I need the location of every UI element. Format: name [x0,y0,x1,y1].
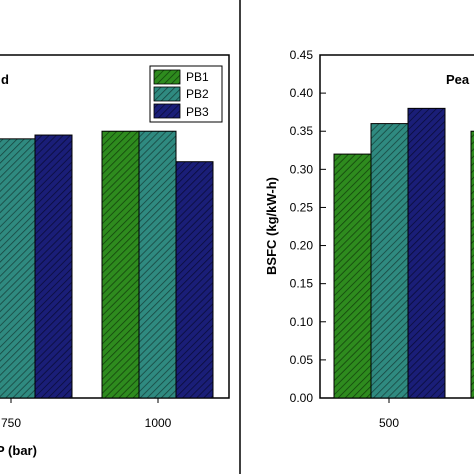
right-bars-group [333,107,474,399]
legend-swatch-pb1 [153,69,181,85]
right-y-tick-label: 0.30 [290,162,314,176]
right-x-tick-label: 500 [379,416,399,430]
right-panel-label: Pea [446,72,470,87]
right-y-tick-label: 0.00 [290,391,314,405]
legend-swatch-pb2 [153,86,181,102]
right-y-tick-label: 0.35 [290,124,314,138]
right-bar-pb1-500 [333,153,372,399]
legend-label-pb3: PB3 [186,105,209,119]
right-bar-pb3-500 [407,107,446,399]
left-bar-pb1-1000 [101,130,140,399]
right-y-tick-label: 0.15 [290,277,314,291]
left-x-axis-title: P (bar) [0,443,37,458]
left-x-tick-label: 1000 [145,416,172,430]
right-y-tick-label: 0.25 [290,200,314,214]
legend: PB1 PB2 PB3 [149,65,223,123]
left-x-tick-label: 750 [1,416,21,430]
right-panel: Pea 0.00 0.05 0.10 0.15 0.20 0.25 0.30 0.35 0.40… [264,48,474,430]
right-y-tick-label: 0.10 [290,315,314,329]
right-bar-partial [470,130,474,399]
right-x-ticks: 500 [379,398,399,430]
left-bar-pb2-750 [0,138,36,399]
right-bar-pb2-500 [370,123,409,399]
left-bar-pb3-1000 [175,161,214,399]
left-panel: d 750 1000 P (bar) PB1 PB2 PB3 [0,54,230,458]
legend-label-pb1: PB1 [186,70,209,84]
right-y-tick-label: 0.05 [290,353,314,367]
left-x-ticks: 750 1000 [1,398,172,430]
right-y-ticks: 0.00 0.05 0.10 0.15 0.20 0.25 0.30 0.35 0.40 0.45 [290,48,326,405]
right-y-axis-title: BSFC (kg/kW-h) [264,177,279,275]
right-y-tick-label: 0.20 [290,239,314,253]
left-bar-pb2-1000 [138,130,177,399]
left-panel-label: d [1,72,9,87]
left-bar-pb3-750 [34,134,73,399]
legend-swatch-pb3 [153,103,181,119]
right-y-tick-label: 0.45 [290,48,314,62]
right-y-tick-label: 0.40 [290,86,314,100]
legend-label-pb2: PB2 [186,87,209,101]
left-bars-group [0,130,214,399]
